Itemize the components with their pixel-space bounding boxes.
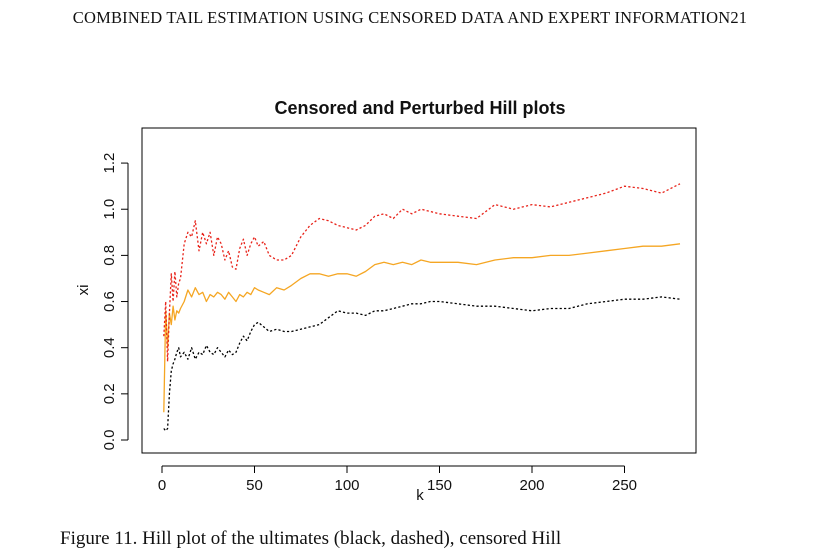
y-tick-label: 0.6 xyxy=(101,291,118,312)
y-tick-label: 1.0 xyxy=(101,199,118,220)
x-tick-label: 50 xyxy=(246,477,263,494)
x-tick-label: 200 xyxy=(519,477,544,494)
series-line-1 xyxy=(163,243,681,413)
hill-plot-chart: Censored and Perturbed Hill plots 0 50 100… xyxy=(75,98,697,504)
y-axis-label: xi xyxy=(75,285,92,296)
y-tick-label: 0.4 xyxy=(101,337,118,358)
x-tick-label: 100 xyxy=(334,477,359,494)
x-tick-label: 0 xyxy=(158,477,166,494)
x-tick-label: 150 xyxy=(427,477,452,494)
chart-title: Censored and Perturbed Hill plots xyxy=(274,98,565,118)
plot-frame xyxy=(141,127,697,454)
series-line-0 xyxy=(163,296,681,432)
series-line-2 xyxy=(163,183,681,363)
x-axis-label: k xyxy=(416,487,424,504)
y-tick-label: 0.8 xyxy=(101,245,118,266)
y-tick-label: 0.2 xyxy=(101,383,118,404)
y-tick-label: 1.2 xyxy=(101,153,118,174)
page-header: COMBINED TAIL ESTIMATION USING CENSORED … xyxy=(72,8,748,27)
y-tick-label: 0.0 xyxy=(101,430,118,451)
x-tick-label: 250 xyxy=(612,477,637,494)
figure-caption: Figure 11. Hill plot of the ultimates (b… xyxy=(60,528,562,549)
